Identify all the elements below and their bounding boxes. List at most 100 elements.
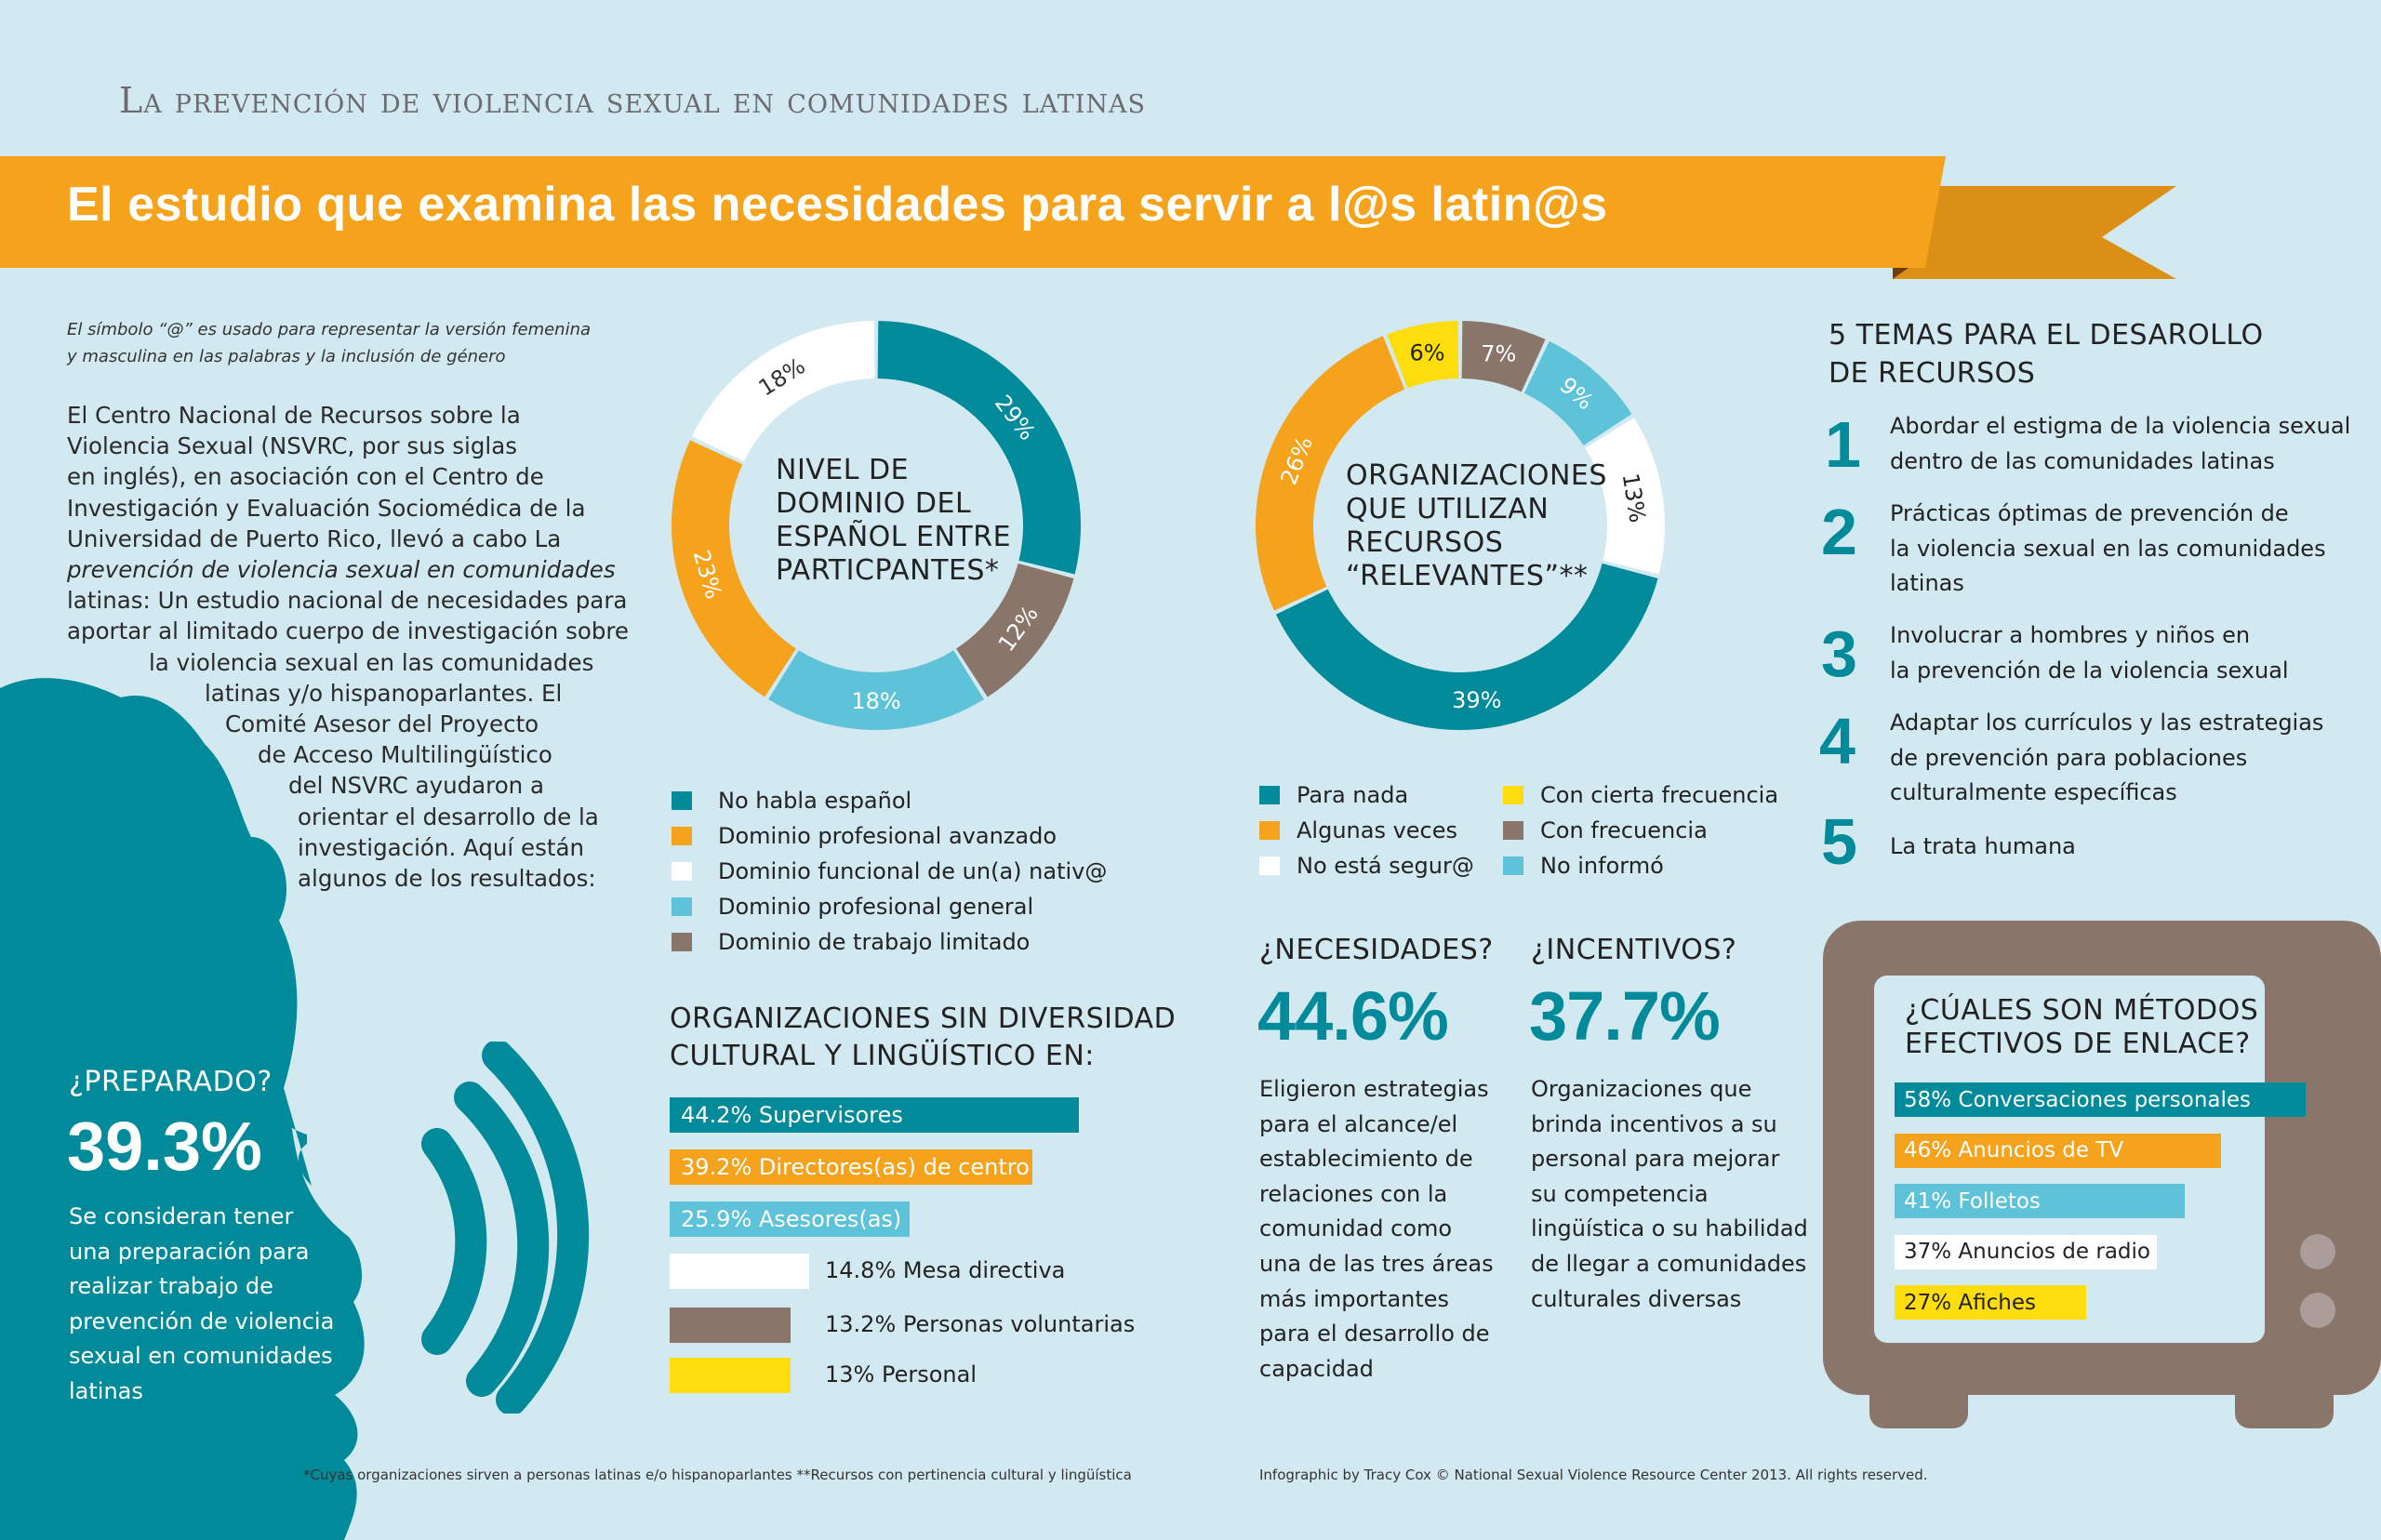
method-bar: 46% Anuncios de TV	[1895, 1133, 2221, 1168]
incentivos-value: 37.7%	[1529, 977, 1721, 1055]
wave-small	[421, 1128, 487, 1355]
method-bar: 41% Folletos	[1895, 1184, 2186, 1218]
bar-label: 27% Afiches	[1904, 1290, 2037, 1315]
donut-slice	[1387, 321, 1459, 389]
donut-slice	[1461, 321, 1546, 392]
methods-title: ¿CÚALES SON MÉTODOS EFECTIVOS DE ENLACE?	[1905, 994, 2258, 1061]
necesidades-line: una de las tres áreas	[1259, 1250, 1494, 1277]
bar-label: 13.2% Personas voluntarias	[825, 1311, 1136, 1337]
donut1-title-line: PARTICPANTES*	[776, 554, 1000, 587]
donut-slice	[672, 440, 796, 697]
head-silhouette-icon	[0, 678, 365, 1540]
legend-swatch	[672, 897, 692, 916]
donut-slice-label: 7%	[1481, 341, 1516, 367]
donut2-center-label: ORGANIZACIONES QUE UTILIZAN RECURSOS “RE…	[1346, 459, 1607, 593]
legend-label: Dominio de trabajo limitado	[718, 929, 1031, 955]
necesidades-line: Eligieron estrategias	[1259, 1076, 1489, 1102]
incentivos-line: brinda incentivos a su	[1531, 1110, 1777, 1137]
banner-title: El estudio que examina las necesidades p…	[67, 178, 1608, 232]
legend-item: Dominio profesional general	[672, 889, 1107, 924]
gender-note: El símbolo “@” es usado para representar…	[67, 316, 625, 370]
donut-slice	[877, 321, 1081, 575]
preparado-line: prevención de violencia	[69, 1308, 335, 1334]
incentivos-heading: ¿INCENTIVOS?	[1531, 934, 1737, 966]
donut-slice-label: 6%	[1410, 339, 1445, 365]
preparado-line: realizar trabajo de	[69, 1273, 273, 1300]
diversity-bar: 44.2% Supervisores	[670, 1097, 1079, 1133]
legend-swatch	[1503, 856, 1523, 875]
bar-label: 13% Personal	[825, 1361, 977, 1387]
donut-chart-relevant-resources: 7%9%13%39%26%6%	[1256, 321, 1665, 730]
bar-label: 39.2% Directores(as) de centro	[681, 1154, 1030, 1180]
bar-label: 58% Conversaciones personales	[1904, 1087, 2252, 1112]
diversity-bar	[670, 1254, 809, 1289]
intro-paragraph: El Centro Nacional de Recursos sobre la …	[67, 400, 629, 894]
legend-item: Con cierta frecuencia	[1503, 777, 1778, 813]
legend-item: No informó	[1503, 848, 1778, 883]
legend-label: Con frecuencia	[1540, 817, 1708, 843]
tema-text: Adaptar los currículos y las estrategias…	[1890, 706, 2323, 811]
tema-number: 1	[1825, 408, 1861, 481]
intro-line: Investigación y Evaluación Sociomédica d…	[67, 494, 586, 522]
necesidades-line: capacidad	[1259, 1355, 1374, 1382]
donut-slice	[1275, 563, 1658, 730]
intro-line: de Acceso Multilingüístico	[258, 741, 552, 769]
legend-label: Dominio profesional general	[718, 894, 1034, 920]
tema-line: la prevención de la violencia sexual	[1890, 657, 2289, 684]
preparado-value: 39.3%	[67, 1108, 262, 1185]
legend-label: Algunas veces	[1297, 817, 1458, 843]
legend-swatch	[1503, 821, 1523, 840]
tema-line: Adaptar los currículos y las estrategias	[1890, 710, 2324, 736]
incentivos-line: su competencia	[1531, 1180, 1709, 1207]
tema-text: Prácticas óptimas de prevención de la vi…	[1890, 497, 2326, 602]
tema-line: de prevención para poblaciones	[1890, 744, 2248, 771]
legend-swatch	[672, 933, 692, 951]
intro-line: Violencia Sexual (NSVRC, por sus siglas	[67, 432, 517, 460]
tema-line: dentro de las comunidades latinas	[1890, 447, 2275, 474]
legend-label: Dominio profesional avanzado	[718, 823, 1057, 849]
sound-waves-icon	[421, 1042, 590, 1414]
donut-chart-spanish-level: 29%12%18%23%18%	[672, 321, 1081, 730]
wave-medium	[454, 1082, 550, 1397]
legend-label: Con cierta frecuencia	[1540, 782, 1779, 808]
legend-label: No informó	[1540, 853, 1664, 879]
tv-knob	[2300, 1293, 2335, 1328]
donut-slice-label: 39%	[1452, 687, 1501, 713]
diversity-bar: 39.2% Directores(as) de centro	[670, 1149, 1033, 1185]
donut2-legend-col2: Con cierta frecuencia Con frecuencia No …	[1503, 777, 1778, 883]
necesidades-text: Eligieron estrategias para el alcance/el…	[1259, 1072, 1494, 1387]
tema-line: Prácticas óptimas de prevención de	[1890, 500, 2289, 526]
methods-bar-chart: 58% Conversaciones personales 46% Anuncio…	[1895, 1082, 2313, 1334]
preparado-line: latinas	[69, 1377, 143, 1404]
donut2-title-line: RECURSOS	[1346, 526, 1504, 559]
donut-slice	[1585, 418, 1665, 575]
banner-ribbon	[0, 156, 2176, 279]
intro-line: El Centro Nacional de Recursos sobre la	[67, 402, 521, 429]
donut-slice	[691, 321, 875, 462]
donut-slice	[768, 650, 984, 730]
legend-item: Dominio funcional de un(a) nativ@	[672, 854, 1107, 889]
bar-label: 44.2% Supervisores	[681, 1102, 903, 1128]
legend-swatch	[1503, 786, 1523, 804]
diversity-title-line: CULTURAL Y LINGÜÍSTICO EN:	[670, 1040, 1095, 1072]
intro-line: latinas: Un estudio nacional de necesida…	[67, 587, 628, 615]
donut-slice	[956, 563, 1074, 697]
legend-swatch	[672, 827, 692, 845]
bar-label: 25.9% Asesores(as)	[681, 1206, 902, 1232]
tema-line: Involucrar a hombres y niños en	[1890, 622, 2251, 648]
method-bar: 37% Anuncios de radio	[1895, 1234, 2157, 1269]
tv-foot-left	[1869, 1391, 1968, 1428]
preparado-line: una preparación para	[69, 1238, 310, 1265]
legend-label: Para nada	[1297, 782, 1409, 808]
incentivos-line: culturales diversas	[1531, 1285, 1742, 1312]
donut1-title-line: ESPAÑOL ENTRE	[776, 521, 1012, 553]
incentivos-text: Organizaciones que brinda incentivos a s…	[1531, 1072, 1808, 1317]
legend-label: No está segur@	[1297, 853, 1474, 879]
legend-item: No está segur@	[1259, 848, 1474, 883]
necesidades-line: para el desarrollo de	[1259, 1321, 1490, 1348]
intro-line: prevención de violencia sexual en comuni…	[67, 556, 616, 584]
donut-slice	[1523, 340, 1632, 445]
donut2-legend: Para nada Algunas veces No está segur@	[1259, 777, 1474, 883]
ribbon-fold	[1893, 268, 1909, 279]
tema-text: Abordar el estigma de la violencia sexua…	[1890, 409, 2350, 479]
